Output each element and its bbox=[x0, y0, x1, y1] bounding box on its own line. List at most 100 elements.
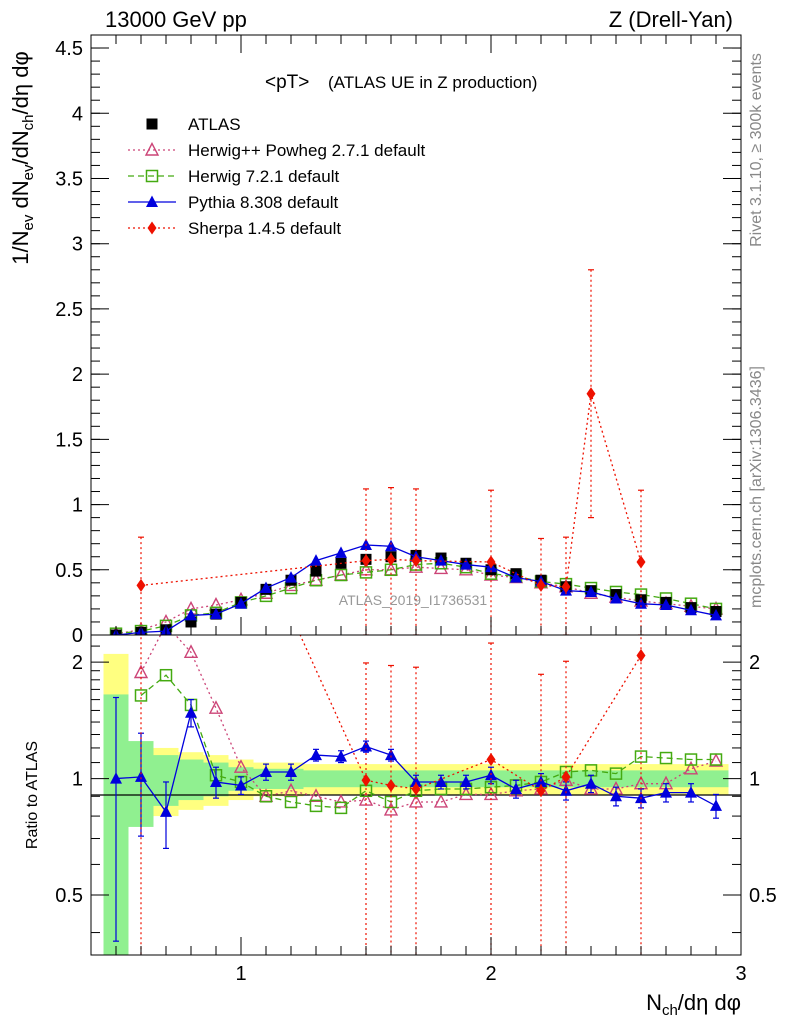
ratio-point-sherpa bbox=[561, 770, 571, 784]
main-point-pythia bbox=[585, 585, 597, 597]
ratio-point-pythia bbox=[460, 775, 472, 787]
ratio-point-herwigpp bbox=[358, 792, 374, 806]
ratio-y-axis-label: Ratio to ATLAS bbox=[24, 741, 41, 849]
ratio-point-herwigpp bbox=[458, 786, 474, 801]
main-y-tick-label: 4.5 bbox=[55, 38, 83, 60]
ratio-point-herwigpp bbox=[708, 753, 724, 767]
ratio-band-inner bbox=[178, 759, 204, 801]
ratio-y-tick-label-right: 0.5 bbox=[749, 885, 777, 907]
x-tick-label: 2 bbox=[485, 963, 496, 985]
main-point-pythia bbox=[310, 554, 322, 566]
main-point-atlas bbox=[185, 616, 197, 628]
ratio-point-pythia bbox=[560, 784, 572, 796]
main-point-sherpa bbox=[586, 387, 596, 401]
legend-label-atlas: ATLAS bbox=[188, 115, 241, 134]
ratio-band-inner bbox=[303, 770, 329, 788]
ratio-point-sherpa bbox=[636, 649, 646, 663]
main-point-sherpa bbox=[136, 578, 146, 592]
main-point-herwigpp bbox=[433, 560, 449, 575]
main-title-pt: <pT> bbox=[265, 72, 309, 93]
main-point-pythia bbox=[710, 608, 722, 621]
main-point-sherpa bbox=[411, 554, 421, 568]
ratio-band-inner bbox=[378, 770, 404, 788]
main-axes: 0 0.5 1 1.5 2 2.5 3 3.5 4 4.5 bbox=[55, 35, 741, 647]
main-point-sherpa bbox=[536, 578, 546, 592]
main-point-sherpa bbox=[361, 554, 371, 568]
ratio-panel: 0.5 0.5 1 1 2 2 1 2 3 Ratio to ATLAS Nch/dη dφ bbox=[24, 277, 777, 1019]
main-y-tick-label: 3.5 bbox=[55, 168, 83, 190]
ratio-point-sherpa bbox=[386, 778, 396, 792]
ratio-point-herwig7 bbox=[684, 753, 698, 766]
ratio-point-herwigpp bbox=[408, 793, 424, 808]
main-point-herwig7 bbox=[334, 568, 348, 582]
ratio-point-herwig7 bbox=[609, 767, 623, 780]
ratio-point-pythia bbox=[135, 770, 147, 782]
legend-marker-atlas bbox=[146, 118, 158, 130]
ratio-band-inner bbox=[653, 770, 679, 788]
main-point-pythia bbox=[460, 558, 472, 570]
ratio-point-pythia bbox=[360, 740, 372, 752]
main-watermark: ATLAS_2019_I1736531 bbox=[339, 592, 488, 608]
ratio-point-pythia bbox=[310, 748, 322, 761]
main-y-tick-label: 1 bbox=[72, 495, 83, 517]
legend-label-sherpa: Sherpa 1.4.5 default bbox=[188, 219, 341, 238]
ratio-point-herwig7 bbox=[134, 689, 148, 702]
ratio-y-tick-label: 2 bbox=[72, 652, 83, 674]
ratio-point-sherpa bbox=[361, 773, 371, 787]
legend-marker-sherpa bbox=[147, 221, 157, 235]
legend-marker-pythia bbox=[146, 195, 158, 207]
ratio-point-pythia bbox=[260, 765, 272, 777]
rivet-version-label: Rivet 3.1.10, ≥ 300k events bbox=[748, 53, 765, 247]
ratio-point-herwigpp bbox=[433, 793, 449, 808]
legend-label-herwig7: Herwig 7.2.1 default bbox=[188, 167, 339, 186]
ratio-point-herwigpp bbox=[383, 801, 399, 816]
header-left-label: 13000 GeV pp bbox=[105, 7, 247, 32]
ratio-point-pythia bbox=[160, 805, 172, 817]
main-y-tick-label: 2.5 bbox=[55, 299, 83, 321]
main-y-tick-label: 0.5 bbox=[55, 560, 83, 582]
main-point-sherpa bbox=[636, 555, 646, 569]
ratio-y-tick-label-right: 2 bbox=[749, 652, 760, 674]
ratio-point-herwigpp bbox=[308, 788, 324, 802]
main-line-herwigpp bbox=[115, 566, 717, 635]
main-point-pythia bbox=[385, 539, 397, 552]
main-y-tick-label: 3 bbox=[72, 234, 83, 256]
main-point-pythia bbox=[635, 597, 647, 609]
main-point-pythia bbox=[185, 608, 197, 621]
main-point-sherpa bbox=[561, 580, 571, 594]
main-y-tick-label: 2 bbox=[72, 364, 83, 386]
x-tick-label: 1 bbox=[235, 963, 246, 985]
main-y-tick-label: 4 bbox=[72, 103, 83, 125]
ratio-point-pythia bbox=[685, 786, 697, 798]
ratio-panel-frame bbox=[90, 634, 742, 956]
ratio-point-herwig7 bbox=[334, 801, 348, 815]
ratio-point-pythia bbox=[210, 775, 222, 787]
main-point-pythia bbox=[685, 603, 697, 616]
main-y-tick-label: 0 bbox=[72, 625, 83, 647]
ratio-point-pythia bbox=[385, 748, 397, 761]
mcplots-label: mcplots.cern.ch [arXiv:1306.3436] bbox=[748, 366, 765, 608]
main-point-pythia bbox=[660, 598, 672, 610]
legend-label-pythia: Pythia 8.308 default bbox=[188, 193, 339, 212]
main-point-pythia bbox=[435, 554, 447, 566]
ratio-axes: 0.5 0.5 1 1 2 2 1 2 3 bbox=[55, 645, 777, 985]
main-point-pythia bbox=[285, 571, 297, 583]
main-point-herwigpp bbox=[408, 559, 424, 573]
ratio-point-herwigpp bbox=[233, 759, 249, 773]
ratio-point-pythia bbox=[335, 750, 347, 762]
ratio-band-inner bbox=[703, 770, 729, 788]
main-point-atlas bbox=[310, 565, 322, 577]
ratio-point-pythia bbox=[435, 775, 447, 787]
main-panel: 0 0.5 1 1.5 2 2.5 3 3.5 4 4.5 <pT> (ATLAS UE in Z… bbox=[8, 34, 742, 647]
ratio-point-herwig7 bbox=[634, 750, 648, 763]
x-tick-label: 3 bbox=[735, 963, 746, 985]
ratio-point-herwigpp bbox=[208, 700, 224, 714]
legend-marker-herwigpp bbox=[144, 141, 160, 156]
main-point-pythia bbox=[210, 607, 222, 620]
ratio-point-herwig7 bbox=[284, 795, 298, 809]
ratio-point-sherpa bbox=[137, 277, 146, 290]
ratio-line-herwig7 bbox=[140, 674, 716, 809]
main-point-sherpa bbox=[486, 555, 496, 569]
ratio-point-pythia bbox=[285, 765, 297, 777]
ratio-point-pythia bbox=[710, 799, 722, 811]
